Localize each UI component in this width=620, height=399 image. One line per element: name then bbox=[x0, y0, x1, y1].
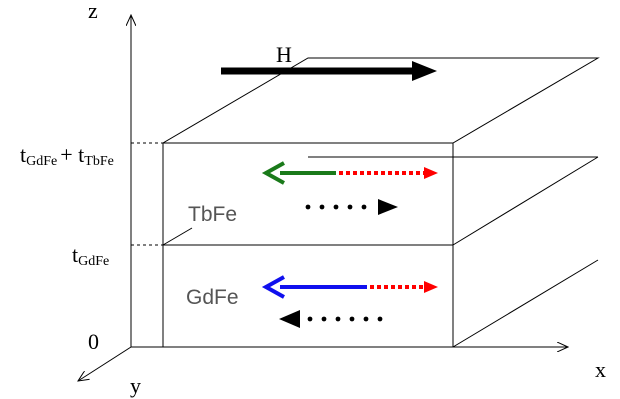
tbfe-green-arrow bbox=[261, 161, 336, 185]
film-stack bbox=[161, 57, 600, 348]
labels: z x y 0 H tGdFe + tTbFe tGdFe TbFe GdFe bbox=[20, 0, 606, 398]
origin-label: 0 bbox=[88, 329, 99, 354]
interface-left-diagonal bbox=[162, 227, 193, 246]
level-markers bbox=[131, 142, 163, 246]
mid-right-diagonal bbox=[452, 259, 599, 348]
y-axis bbox=[78, 346, 132, 381]
z-axis-label: z bbox=[88, 0, 98, 23]
mid-sub: GdFe bbox=[78, 254, 109, 269]
top-sub2: TbFe bbox=[84, 154, 114, 169]
gdfe-red-dotted-arrow bbox=[370, 281, 438, 293]
gdfe-layer-label: GdFe bbox=[186, 286, 239, 309]
top-thickness-label: tGdFe + tTbFe bbox=[20, 142, 114, 169]
top-plus: + t bbox=[60, 142, 84, 167]
top-plane bbox=[161, 57, 600, 144]
tbfe-layer-label: TbFe bbox=[188, 203, 237, 226]
x-axis-label: x bbox=[595, 357, 606, 382]
top-sub1: GdFe bbox=[26, 154, 57, 169]
field-arrow bbox=[221, 61, 437, 81]
field-label: H bbox=[276, 42, 292, 67]
tbfe-red-dotted-arrow bbox=[339, 167, 438, 179]
gdfe-blue-arrow bbox=[261, 275, 367, 299]
tbfe-black-dotted-arrow bbox=[305, 199, 398, 215]
top-right-diagonal bbox=[452, 156, 599, 246]
gdfe-black-dotted-arrow bbox=[279, 310, 383, 328]
top-t1: t bbox=[20, 142, 26, 167]
mid-t: t bbox=[72, 242, 78, 267]
middle-thickness-label: tGdFe bbox=[72, 242, 109, 269]
y-axis-label: y bbox=[130, 373, 141, 398]
